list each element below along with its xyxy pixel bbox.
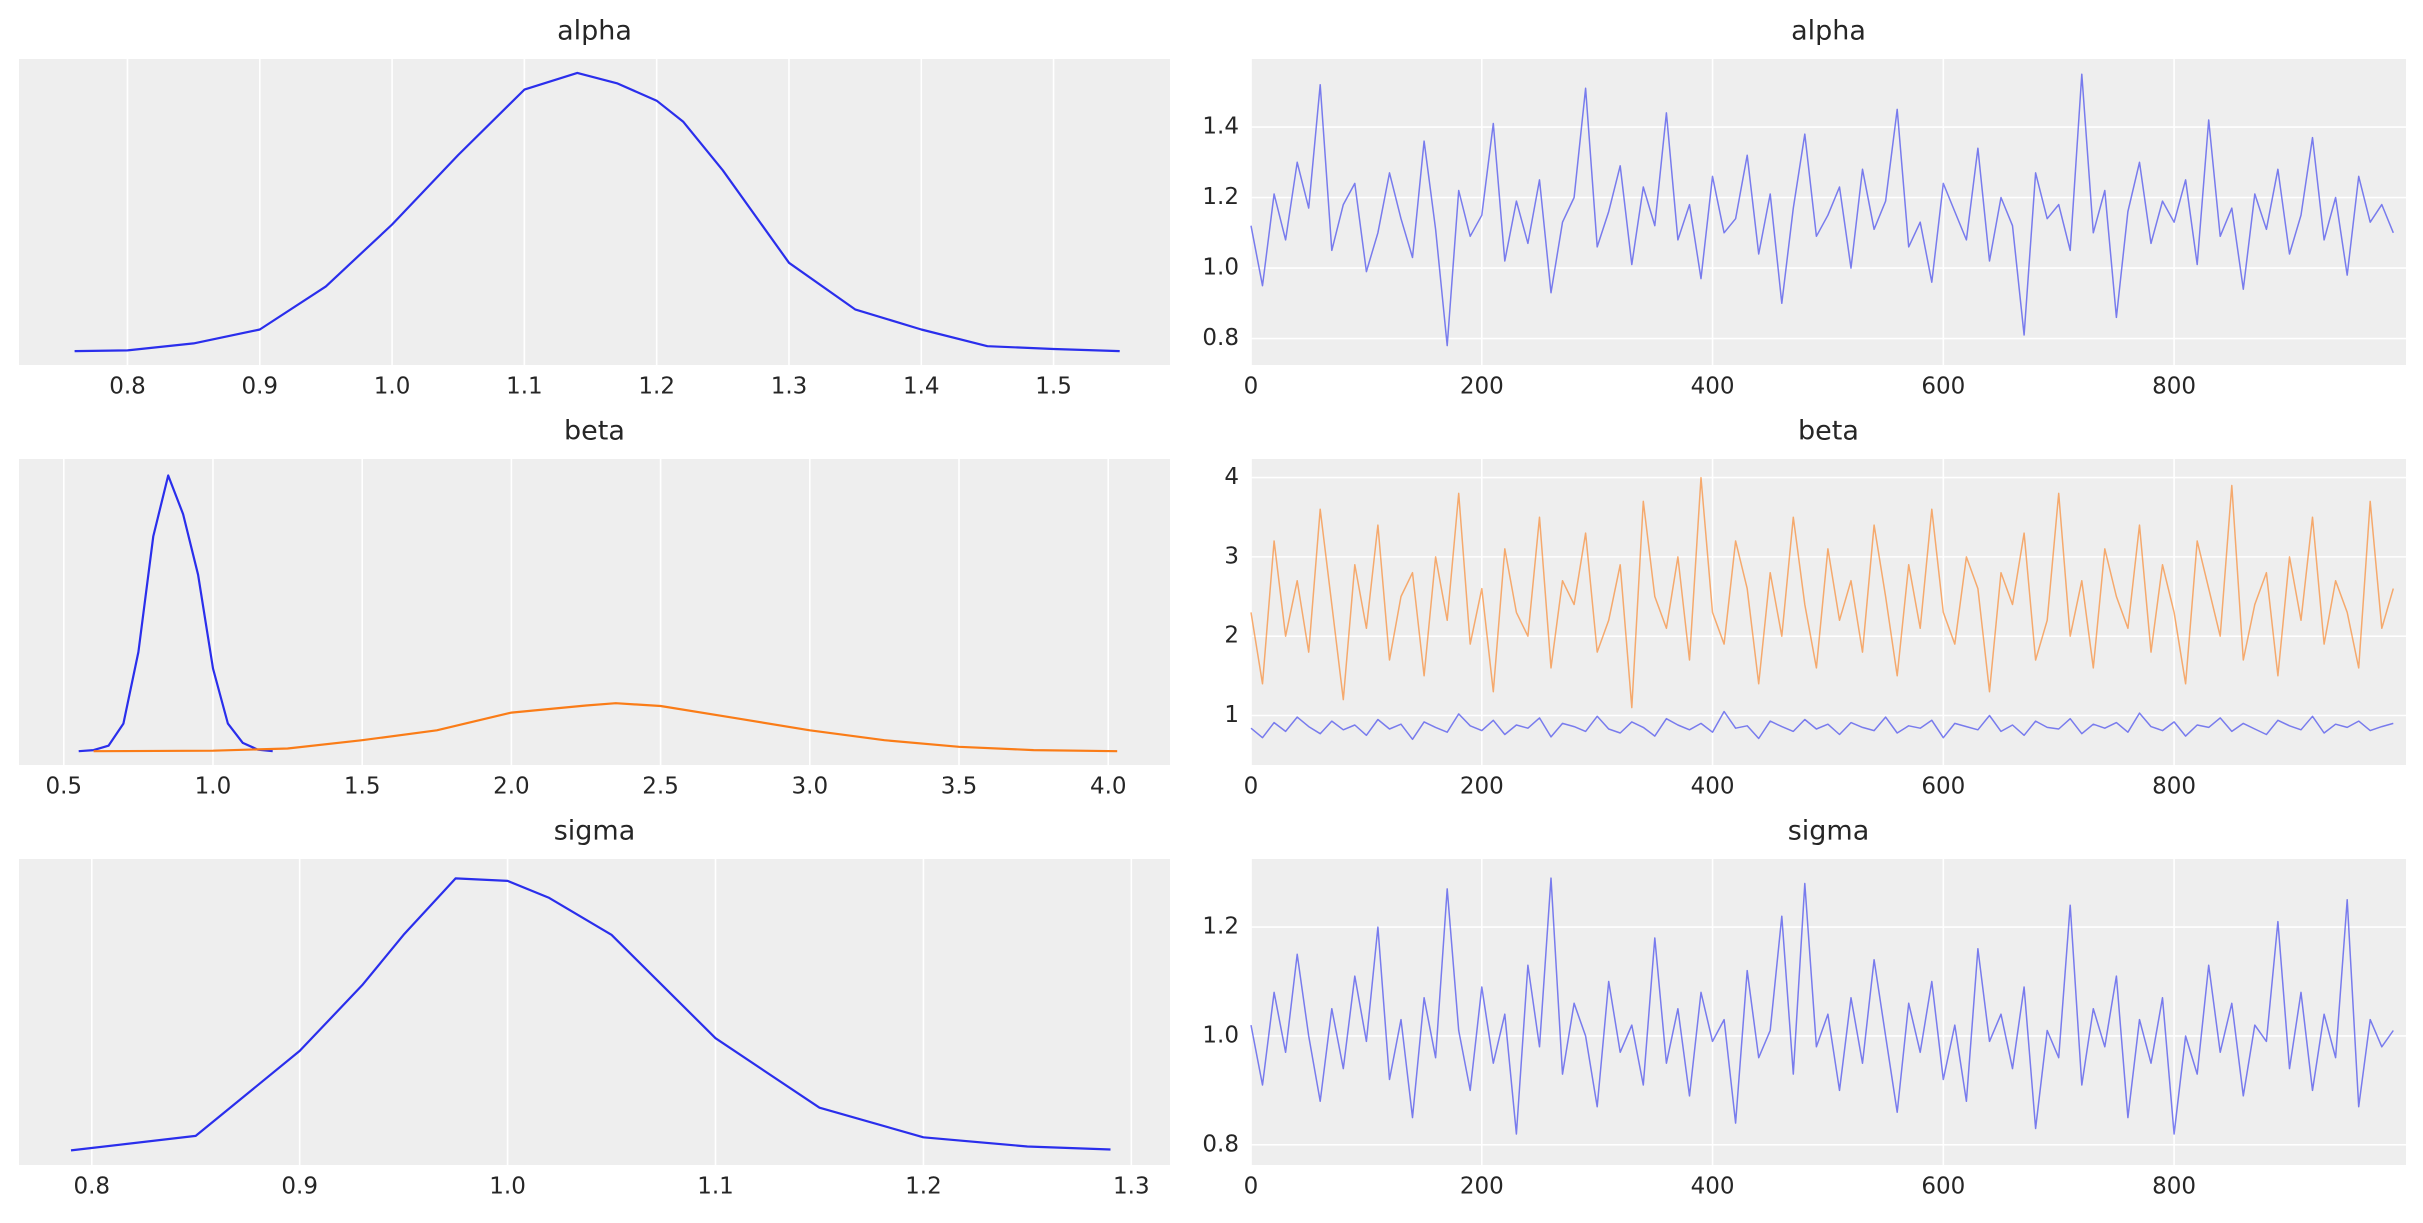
x-tick-label: 600 — [1921, 374, 1965, 400]
trace-line — [1250, 877, 2394, 1135]
x-tick-label: 1.3 — [1113, 1174, 1150, 1200]
chart-title: alpha — [557, 16, 632, 47]
x-tick-label: 0 — [1244, 1174, 1259, 1200]
x-tick-label: 0.8 — [73, 1174, 110, 1200]
plot-area — [1251, 859, 2406, 1165]
x-tick-label: 0.8 — [109, 374, 146, 400]
x-tick-label: 1.4 — [903, 374, 940, 400]
x-tick-label: 200 — [1460, 774, 1504, 800]
density-line — [74, 71, 1120, 353]
x-tick-label: 2.5 — [642, 774, 679, 800]
chart-title: beta — [564, 416, 625, 447]
x-tick-label: 0 — [1244, 374, 1259, 400]
y-tick-label: 1.4 — [1202, 114, 1239, 140]
y-tick-label: 1.2 — [1202, 184, 1239, 210]
y-tick-label: 1.2 — [1202, 914, 1239, 940]
x-tick-label: 1.0 — [489, 1174, 526, 1200]
x-tick-label: 1.0 — [195, 774, 232, 800]
x-tick-label: 800 — [2152, 774, 2196, 800]
x-tick-label: 800 — [2152, 1174, 2196, 1200]
x-tick-label: 400 — [1691, 774, 1735, 800]
x-tick-label: 1.2 — [638, 374, 675, 400]
x-tick-label: 3.5 — [941, 774, 978, 800]
x-tick-label: 1.5 — [344, 774, 381, 800]
x-tick-label: 400 — [1691, 374, 1735, 400]
x-tick-label: 4.0 — [1090, 774, 1127, 800]
density-line — [78, 474, 273, 753]
x-tick-label: 0.9 — [241, 374, 278, 400]
x-tick-label: 2.0 — [493, 774, 530, 800]
density-line — [70, 877, 1111, 1152]
trace-line — [1250, 476, 2395, 709]
y-tick-label: 2 — [1224, 623, 1239, 649]
y-tick-label: 1.0 — [1202, 1022, 1239, 1048]
y-tick-label: 1 — [1224, 702, 1239, 728]
y-tick-label: 3 — [1224, 543, 1239, 569]
y-tick-label: 4 — [1224, 464, 1239, 490]
x-tick-label: 1.2 — [905, 1174, 942, 1200]
density-line — [93, 702, 1118, 753]
chart-title: sigma — [1788, 816, 1870, 847]
x-tick-label: 200 — [1460, 374, 1504, 400]
x-tick-label: 0 — [1244, 774, 1259, 800]
plot-area — [19, 859, 1170, 1165]
x-tick-label: 800 — [2152, 374, 2196, 400]
y-tick-label: 1.0 — [1202, 255, 1239, 281]
x-tick-label: 600 — [1921, 1174, 1965, 1200]
x-tick-label: 1.5 — [1035, 374, 1072, 400]
chart-title: alpha — [1791, 16, 1866, 47]
x-tick-label: 1.0 — [374, 374, 411, 400]
chart-title: beta — [1798, 416, 1859, 447]
trace-line — [1250, 710, 2394, 741]
y-tick-label: 0.8 — [1202, 325, 1239, 351]
x-tick-label: 400 — [1691, 1174, 1735, 1200]
trace-line — [1250, 73, 2394, 347]
plot-area — [19, 59, 1170, 365]
plot-area — [1251, 459, 2406, 765]
x-tick-label: 0.5 — [45, 774, 82, 800]
x-tick-label: 1.1 — [506, 374, 543, 400]
x-tick-label: 1.1 — [697, 1174, 734, 1200]
y-tick-label: 0.8 — [1202, 1131, 1239, 1157]
x-tick-label: 200 — [1460, 1174, 1504, 1200]
x-tick-label: 600 — [1921, 774, 1965, 800]
x-tick-label: 3.0 — [792, 774, 829, 800]
chart-title: sigma — [554, 816, 636, 847]
x-tick-label: 0.9 — [281, 1174, 318, 1200]
x-tick-label: 1.3 — [771, 374, 808, 400]
plot-area — [19, 459, 1170, 765]
